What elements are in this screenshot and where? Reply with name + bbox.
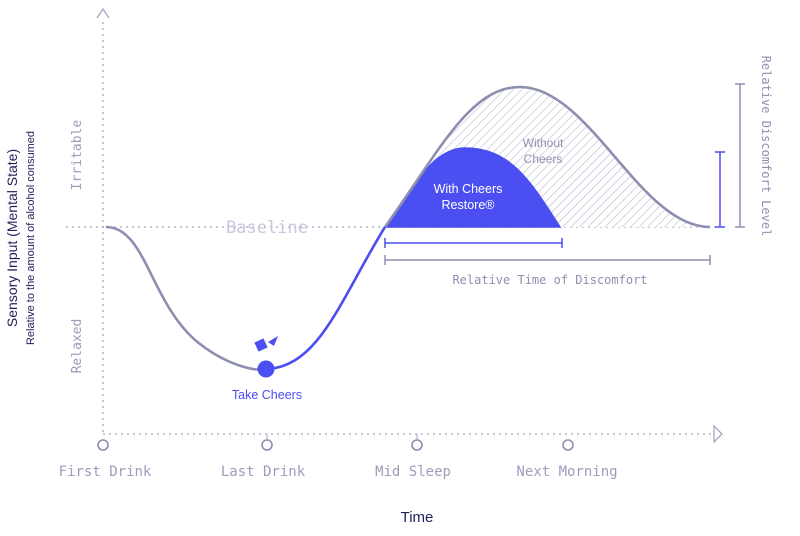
x-tick-markers (97, 434, 574, 451)
x-tick-mid-sleep (411, 439, 423, 451)
with-cheers-label-line2: Restore® (442, 198, 496, 212)
y-axis-title: Sensory Input (Mental State) (4, 149, 20, 327)
baseline-label: Baseline (226, 218, 308, 238)
relative-level-label: Relative Discomfort Level (759, 56, 773, 237)
x-tick-label-mid-sleep: Mid Sleep (375, 464, 451, 480)
y-axis-subtitle: Relative to the amount of alcohol consum… (25, 131, 37, 345)
relative-level-bracket-with (715, 151, 725, 228)
x-tick-last-drink (261, 439, 273, 451)
relative-time-label: Relative Time of Discomfort (452, 273, 647, 287)
y-axis-lower-label: Relaxed (70, 319, 85, 374)
y-axis-upper-label: Irritable (70, 120, 85, 191)
relative-time-bracket-without (384, 255, 711, 265)
without-cheers-label-line2: Cheers (524, 152, 563, 166)
x-axis-title: Time (401, 509, 434, 526)
without-cheers-curve (383, 85, 711, 229)
relative-time-bracket-with (384, 238, 563, 248)
x-tick-label-last-drink: Last Drink (221, 464, 306, 480)
relative-level-bracket-without (735, 83, 745, 228)
x-tick-label-first-drink: First Drink (59, 464, 152, 480)
x-axis-arrow-icon (713, 424, 723, 444)
cheers-curve (267, 226, 387, 371)
x-tick-label-next-morning: Next Morning (516, 464, 617, 480)
x-tick-next-morning (562, 439, 574, 451)
y-axis-arrow-icon (96, 7, 110, 19)
with-cheers-label-line1: With Cheers (434, 182, 503, 196)
x-tick-first-drink (97, 439, 109, 451)
without-cheers-label-line1: Without (523, 136, 564, 150)
take-cheers-marker (257, 360, 275, 378)
take-cheers-label: Take Cheers (232, 388, 302, 402)
pill-icon (254, 336, 278, 352)
mental-state-curve (105, 225, 269, 371)
